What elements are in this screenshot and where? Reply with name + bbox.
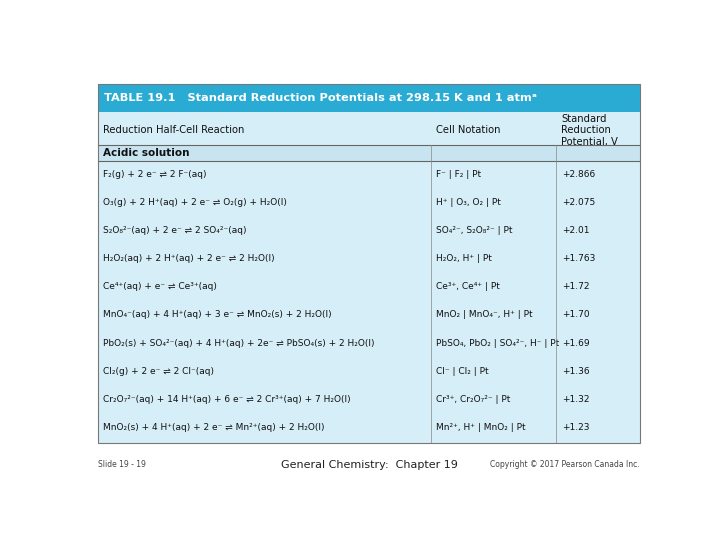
Text: PbO₂(s) + SO₄²⁻(aq) + 4 H⁺(aq) + 2e⁻ ⇌ PbSO₄(s) + 2 H₂O(l): PbO₂(s) + SO₄²⁻(aq) + 4 H⁺(aq) + 2e⁻ ⇌ P… bbox=[103, 339, 374, 348]
Text: Standard
Reduction
Potential, V: Standard Reduction Potential, V bbox=[562, 114, 618, 147]
Text: PbSO₄, PbO₂ | SO₄²⁻, H⁻ | Pt: PbSO₄, PbO₂ | SO₄²⁻, H⁻ | Pt bbox=[436, 339, 559, 348]
Text: Mn²⁺, H⁺ | MnO₂ | Pt: Mn²⁺, H⁺ | MnO₂ | Pt bbox=[436, 423, 526, 431]
FancyBboxPatch shape bbox=[99, 112, 639, 443]
Text: H⁺ | O₃, O₂ | Pt: H⁺ | O₃, O₂ | Pt bbox=[436, 198, 500, 207]
Text: S₂O₈²⁻(aq) + 2 e⁻ ⇌ 2 SO₄²⁻(aq): S₂O₈²⁻(aq) + 2 e⁻ ⇌ 2 SO₄²⁻(aq) bbox=[103, 226, 246, 235]
Text: SO₄²⁻, S₂O₈²⁻ | Pt: SO₄²⁻, S₂O₈²⁻ | Pt bbox=[436, 226, 512, 235]
Text: +2.01: +2.01 bbox=[562, 226, 590, 235]
Text: Slide 19 - 19: Slide 19 - 19 bbox=[99, 460, 146, 469]
Text: +2.075: +2.075 bbox=[562, 198, 595, 207]
Text: Reduction Half-Cell Reaction: Reduction Half-Cell Reaction bbox=[103, 125, 244, 136]
Text: Cr₂O₇²⁻(aq) + 14 H⁺(aq) + 6 e⁻ ⇌ 2 Cr³⁺(aq) + 7 H₂O(l): Cr₂O₇²⁻(aq) + 14 H⁺(aq) + 6 e⁻ ⇌ 2 Cr³⁺(… bbox=[103, 395, 351, 403]
Text: +1.32: +1.32 bbox=[562, 395, 590, 403]
Text: +2.866: +2.866 bbox=[562, 170, 595, 179]
Text: General Chemistry:  Chapter 19: General Chemistry: Chapter 19 bbox=[281, 460, 457, 470]
FancyBboxPatch shape bbox=[99, 145, 639, 161]
Text: Cl₂(g) + 2 e⁻ ⇌ 2 Cl⁻(aq): Cl₂(g) + 2 e⁻ ⇌ 2 Cl⁻(aq) bbox=[103, 367, 214, 375]
Text: H₂O₂, H⁺ | Pt: H₂O₂, H⁺ | Pt bbox=[436, 254, 492, 264]
Text: +1.69: +1.69 bbox=[562, 339, 590, 348]
Text: TABLE 19.1   Standard Reduction Potentials at 298.15 K and 1 atmᵃ: TABLE 19.1 Standard Reduction Potentials… bbox=[104, 93, 537, 103]
FancyBboxPatch shape bbox=[99, 84, 639, 112]
Text: H₂O₂(aq) + 2 H⁺(aq) + 2 e⁻ ⇌ 2 H₂O(l): H₂O₂(aq) + 2 H⁺(aq) + 2 e⁻ ⇌ 2 H₂O(l) bbox=[103, 254, 274, 264]
Text: F₂(g) + 2 e⁻ ⇌ 2 F⁻(aq): F₂(g) + 2 e⁻ ⇌ 2 F⁻(aq) bbox=[103, 170, 207, 179]
Text: +1.70: +1.70 bbox=[562, 310, 590, 320]
Text: Ce⁴⁺(aq) + e⁻ ⇌ Ce³⁺(aq): Ce⁴⁺(aq) + e⁻ ⇌ Ce³⁺(aq) bbox=[103, 282, 217, 292]
Text: O₃(g) + 2 H⁺(aq) + 2 e⁻ ⇌ O₂(g) + H₂O(l): O₃(g) + 2 H⁺(aq) + 2 e⁻ ⇌ O₂(g) + H₂O(l) bbox=[103, 198, 287, 207]
Text: MnO₄⁻(aq) + 4 H⁺(aq) + 3 e⁻ ⇌ MnO₂(s) + 2 H₂O(l): MnO₄⁻(aq) + 4 H⁺(aq) + 3 e⁻ ⇌ MnO₂(s) + … bbox=[103, 310, 331, 320]
Text: +1.72: +1.72 bbox=[562, 282, 590, 292]
Text: +1.36: +1.36 bbox=[562, 367, 590, 375]
Text: F⁻ | F₂ | Pt: F⁻ | F₂ | Pt bbox=[436, 170, 481, 179]
Text: Cr³⁺, Cr₂O₇²⁻ | Pt: Cr³⁺, Cr₂O₇²⁻ | Pt bbox=[436, 395, 510, 403]
Text: +1.763: +1.763 bbox=[562, 254, 596, 264]
Text: Ce³⁺, Ce⁴⁺ | Pt: Ce³⁺, Ce⁴⁺ | Pt bbox=[436, 282, 500, 292]
Text: MnO₂ | MnO₄⁻, H⁺ | Pt: MnO₂ | MnO₄⁻, H⁺ | Pt bbox=[436, 310, 532, 320]
Text: Cl⁻ | Cl₂ | Pt: Cl⁻ | Cl₂ | Pt bbox=[436, 367, 488, 375]
Text: MnO₂(s) + 4 H⁺(aq) + 2 e⁻ ⇌ Mn²⁺(aq) + 2 H₂O(l): MnO₂(s) + 4 H⁺(aq) + 2 e⁻ ⇌ Mn²⁺(aq) + 2… bbox=[103, 423, 324, 431]
Text: Cell Notation: Cell Notation bbox=[436, 125, 500, 136]
Text: Copyright © 2017 Pearson Canada Inc.: Copyright © 2017 Pearson Canada Inc. bbox=[490, 460, 639, 469]
Text: Acidic solution: Acidic solution bbox=[103, 148, 189, 158]
Text: +1.23: +1.23 bbox=[562, 423, 590, 431]
